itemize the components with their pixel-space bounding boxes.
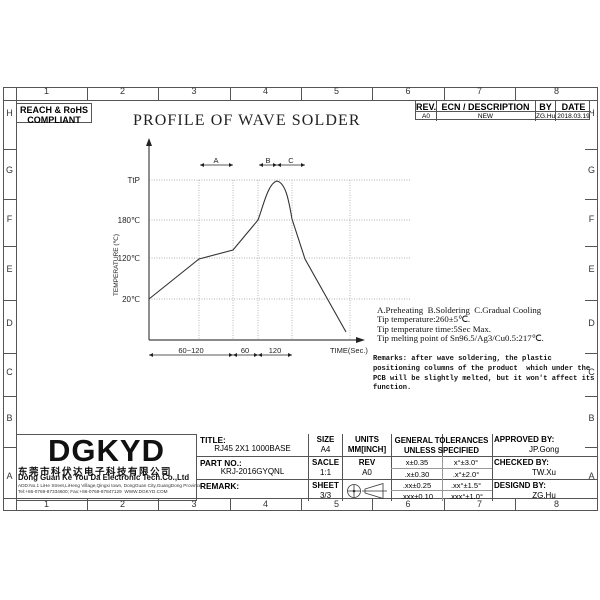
svg-text:60: 60 (241, 346, 249, 355)
svg-text:180℃: 180℃ (118, 216, 140, 225)
svg-text:C: C (288, 156, 294, 165)
svg-text:A: A (213, 156, 218, 165)
svg-text:60~120: 60~120 (178, 346, 203, 355)
svg-text:120℃: 120℃ (118, 254, 140, 263)
svg-text:120: 120 (269, 346, 282, 355)
svg-text:TEMPERATURE (℃): TEMPERATURE (℃) (113, 234, 120, 296)
svg-text:TtP: TtP (128, 176, 140, 185)
svg-text:TIME(Sec.): TIME(Sec.) (330, 346, 368, 355)
svg-text:B: B (265, 156, 270, 165)
svg-text:20℃: 20℃ (122, 295, 140, 304)
